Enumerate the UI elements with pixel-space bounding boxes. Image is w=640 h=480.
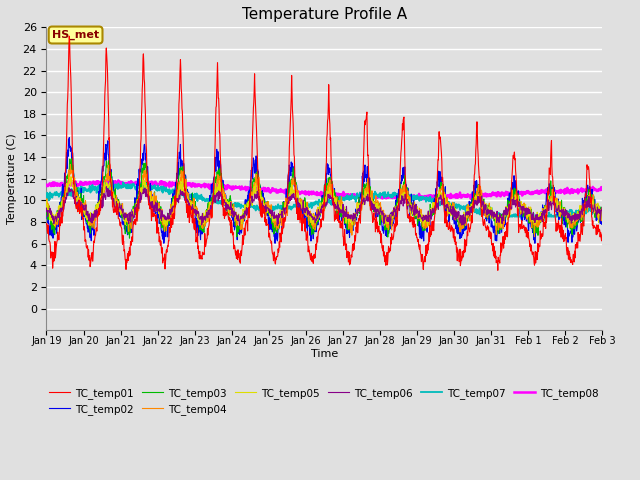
TC_temp01 — [598, 232, 606, 238]
TC_temp02 — [228, 211, 236, 216]
Line: TC_temp02: TC_temp02 — [47, 138, 602, 243]
TC_temp01 — [484, 223, 492, 228]
Line: TC_temp05: TC_temp05 — [47, 177, 602, 227]
TC_temp04 — [43, 197, 51, 203]
TC_temp08 — [484, 192, 492, 198]
TC_temp03 — [125, 235, 133, 241]
TC_temp08 — [166, 183, 174, 189]
TC_temp01 — [153, 230, 161, 236]
TC_temp07 — [533, 213, 541, 218]
TC_temp07 — [166, 188, 174, 193]
TC_temp02 — [43, 208, 51, 214]
TC_temp01 — [411, 224, 419, 229]
TC_temp08 — [533, 189, 541, 195]
TC_temp02 — [598, 221, 606, 227]
TC_temp02 — [412, 212, 419, 217]
TC_temp03 — [68, 156, 76, 162]
X-axis label: Time: Time — [310, 349, 338, 359]
TC_temp05 — [484, 209, 492, 215]
TC_temp07 — [153, 185, 161, 191]
TC_temp06 — [166, 211, 174, 216]
TC_temp01 — [533, 249, 541, 255]
TC_temp08 — [43, 182, 51, 188]
TC_temp05 — [228, 204, 236, 210]
TC_temp02 — [153, 204, 161, 210]
TC_temp02 — [271, 240, 279, 246]
TC_temp02 — [533, 225, 541, 230]
TC_temp03 — [43, 209, 51, 215]
Text: HS_met: HS_met — [52, 30, 99, 40]
TC_temp01 — [494, 267, 502, 273]
Line: TC_temp06: TC_temp06 — [47, 187, 602, 226]
TC_temp05 — [533, 219, 541, 225]
TC_temp07 — [490, 214, 498, 219]
TC_temp03 — [598, 204, 606, 210]
TC_temp04 — [533, 221, 541, 227]
Line: TC_temp07: TC_temp07 — [47, 182, 602, 216]
TC_temp04 — [411, 205, 419, 211]
TC_temp06 — [533, 215, 541, 220]
TC_temp04 — [67, 162, 74, 168]
Line: TC_temp04: TC_temp04 — [47, 165, 602, 237]
TC_temp05 — [497, 224, 505, 229]
TC_temp07 — [43, 192, 51, 198]
TC_temp04 — [228, 211, 236, 217]
TC_temp07 — [228, 202, 236, 207]
TC_temp06 — [412, 202, 419, 208]
TC_temp01 — [228, 232, 236, 238]
Line: TC_temp08: TC_temp08 — [47, 180, 602, 200]
TC_temp04 — [531, 234, 538, 240]
TC_temp03 — [154, 200, 161, 206]
TC_temp03 — [484, 213, 492, 218]
TC_temp06 — [153, 207, 161, 213]
TC_temp08 — [412, 194, 419, 200]
TC_temp07 — [598, 205, 606, 211]
TC_temp03 — [229, 209, 237, 215]
TC_temp08 — [397, 197, 404, 203]
TC_temp08 — [115, 178, 122, 183]
TC_temp07 — [119, 180, 127, 185]
TC_temp06 — [228, 206, 236, 212]
TC_temp04 — [153, 203, 161, 209]
TC_temp01 — [166, 224, 174, 229]
TC_temp03 — [533, 230, 541, 236]
TC_temp07 — [484, 212, 492, 218]
TC_temp02 — [166, 215, 174, 221]
Line: TC_temp03: TC_temp03 — [47, 159, 602, 238]
Y-axis label: Temperature (C): Temperature (C) — [7, 133, 17, 224]
TC_temp06 — [102, 184, 110, 190]
TC_temp05 — [66, 174, 74, 180]
Title: Temperature Profile A: Temperature Profile A — [242, 7, 407, 22]
Line: TC_temp01: TC_temp01 — [47, 36, 602, 270]
TC_temp05 — [153, 207, 161, 213]
TC_temp06 — [273, 223, 281, 228]
TC_temp03 — [412, 202, 419, 207]
TC_temp06 — [43, 205, 51, 211]
TC_temp03 — [167, 211, 175, 217]
TC_temp05 — [411, 208, 419, 214]
TC_temp04 — [484, 212, 492, 217]
TC_temp04 — [166, 215, 174, 220]
TC_temp06 — [484, 206, 492, 212]
TC_temp08 — [228, 184, 236, 190]
TC_temp08 — [598, 186, 606, 192]
Legend: TC_temp01, TC_temp02, TC_temp03, TC_temp04, TC_temp05, TC_temp06, TC_temp07, TC_: TC_temp01, TC_temp02, TC_temp03, TC_temp… — [45, 384, 604, 419]
TC_temp07 — [411, 195, 419, 201]
TC_temp06 — [598, 204, 606, 210]
TC_temp01 — [43, 221, 51, 227]
TC_temp05 — [598, 212, 606, 218]
TC_temp05 — [43, 198, 51, 204]
TC_temp04 — [598, 210, 606, 216]
TC_temp05 — [166, 213, 174, 218]
TC_temp08 — [153, 181, 161, 187]
TC_temp01 — [65, 33, 73, 39]
TC_temp02 — [484, 206, 492, 212]
TC_temp02 — [65, 135, 73, 141]
